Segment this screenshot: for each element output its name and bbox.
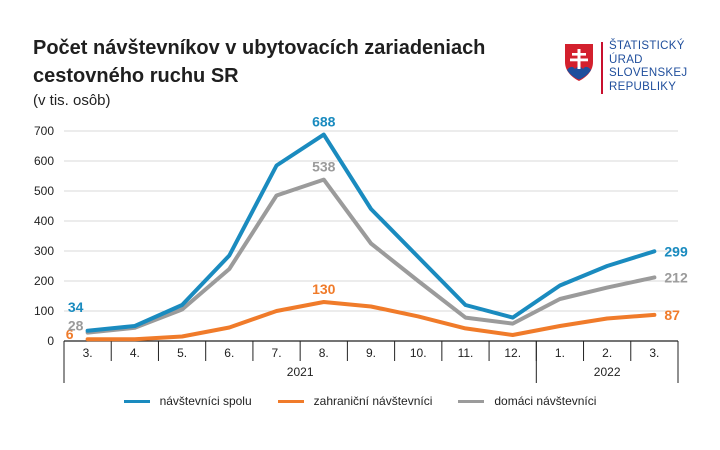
legend-item-domestic: domáci návštevníci xyxy=(458,394,596,408)
series-line-0 xyxy=(85,132,657,333)
y-tick-label: 500 xyxy=(34,184,54,198)
series-line-1 xyxy=(85,300,657,342)
y-tick-label: 400 xyxy=(34,214,54,228)
y-tick-label: 0 xyxy=(47,334,54,348)
x-tick-label: 6. xyxy=(224,346,234,360)
year-label: 2022 xyxy=(594,365,621,379)
statistical-office-logo: ŠTATISTICKÝ ÚRAD SLOVENSKEJ REPUBLIKY xyxy=(561,40,711,98)
data-label: 212 xyxy=(664,269,688,285)
data-labels: 34 688 299 6 130 87 28 538 212 xyxy=(66,114,688,343)
x-tick-label: 10. xyxy=(410,346,427,360)
data-label: 299 xyxy=(664,243,688,259)
x-tick-label: 11. xyxy=(458,346,474,360)
data-label: 6 xyxy=(66,326,74,342)
legend-label-foreign: zahraniční návštevníci xyxy=(313,394,433,408)
x-axis: 3. 4. 5. 6. 7. 8. 9. 10. 11. 12. 1. 2. 3. 2021 2022 xyxy=(63,341,679,383)
data-label: 130 xyxy=(312,281,336,297)
x-tick-label: 2. xyxy=(602,346,612,360)
legend-swatch-foreign xyxy=(277,399,304,403)
y-tick-label: 100 xyxy=(34,304,54,318)
data-label: 28 xyxy=(68,318,84,334)
legend-label-domestic: domáci návštevníci xyxy=(494,394,597,408)
data-label: 87 xyxy=(664,307,680,323)
legend-swatch-total xyxy=(123,399,150,403)
legend-label-total: návštevníci spolu xyxy=(159,394,252,408)
logo-text: ŠTATISTICKÝ ÚRAD SLOVENSKEJ REPUBLIKY xyxy=(609,40,687,94)
legend-item-total: návštevníci spolu xyxy=(123,394,252,408)
year-label: 2021 xyxy=(287,365,314,379)
slovak-coat-of-arms-icon xyxy=(565,44,593,81)
x-tick-label: 12. xyxy=(504,346,521,360)
x-tick-label: 5. xyxy=(177,346,187,360)
y-tick-label: 300 xyxy=(34,244,54,258)
data-label: 688 xyxy=(312,114,336,130)
logo-line: REPUBLIKY xyxy=(609,80,677,93)
grid-lines xyxy=(64,130,678,342)
data-label: 34 xyxy=(68,299,84,315)
chart-subtitle: (v tis. osôb) xyxy=(33,92,111,109)
x-tick-label: 3. xyxy=(649,346,659,360)
logo-divider xyxy=(601,42,603,94)
y-tick-label: 600 xyxy=(34,154,54,168)
y-tick-label: 700 xyxy=(34,124,54,138)
y-axis: 0 100 200 300 400 500 600 700 xyxy=(34,124,54,348)
x-tick-label: 1. xyxy=(555,346,565,360)
logo-line: ŠTATISTICKÝ xyxy=(609,40,685,52)
chart-title: Počet návštevníkov v ubytovacích zariade… xyxy=(33,37,486,87)
legend-swatch-domestic xyxy=(458,399,485,403)
x-tick-label: 8. xyxy=(319,346,329,360)
series-lines xyxy=(85,132,657,342)
logo-line: ÚRAD xyxy=(609,53,643,66)
legend-item-foreign: zahraniční návštevníci xyxy=(277,394,433,408)
series-line-2 xyxy=(85,177,657,335)
y-tick-label: 200 xyxy=(34,274,54,288)
logo-line: SLOVENSKEJ xyxy=(609,67,688,79)
x-tick-label: 4. xyxy=(130,346,140,360)
legend: návštevníci spolu zahraniční návštevníci… xyxy=(0,394,720,408)
x-tick-label: 3. xyxy=(83,346,93,360)
data-label: 538 xyxy=(312,159,336,175)
x-tick-label: 7. xyxy=(272,346,282,360)
x-tick-label: 9. xyxy=(366,346,376,360)
